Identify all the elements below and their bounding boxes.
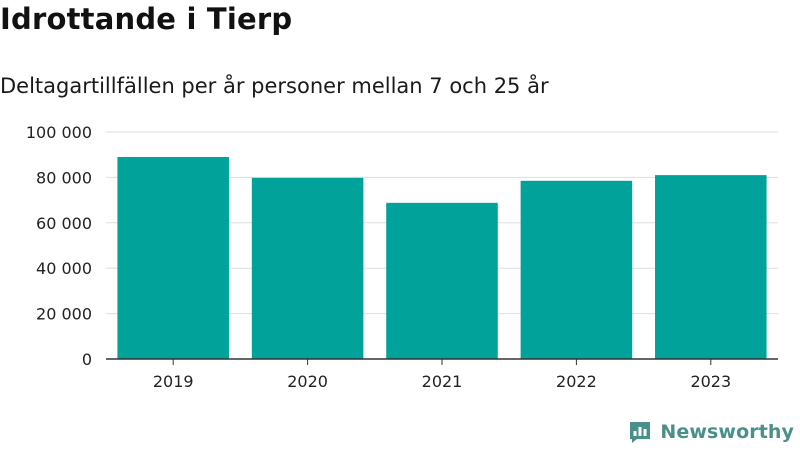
bar-2021 [386, 202, 498, 359]
y-tick-label: 40 000 [36, 259, 92, 278]
x-tick-label: 2020 [287, 372, 328, 391]
y-tick-label: 80 000 [36, 168, 92, 187]
brand-name: Newsworthy [660, 421, 794, 443]
y-tick-label: 60 000 [36, 214, 92, 233]
x-tick-label: 2021 [422, 372, 463, 391]
y-tick-label: 100 000 [26, 123, 92, 142]
x-tick-label: 2019 [153, 372, 194, 391]
bar-2022 [520, 180, 633, 359]
y-tick-label: 20 000 [36, 305, 92, 324]
bar-2019 [117, 156, 229, 359]
x-tick-label: 2023 [690, 372, 731, 391]
chart-title: Idrottande i Tierp [0, 2, 293, 36]
newsworthy-brand: Newsworthy [628, 420, 794, 444]
bar-2023 [655, 175, 767, 359]
chart-subtitle: Deltagartillfällen per år personer mella… [0, 74, 549, 98]
x-tick-label: 2022 [556, 372, 597, 391]
newsworthy-logo-icon [630, 422, 651, 443]
bar-2020 [251, 177, 364, 359]
y-tick-label: 0 [82, 350, 92, 369]
